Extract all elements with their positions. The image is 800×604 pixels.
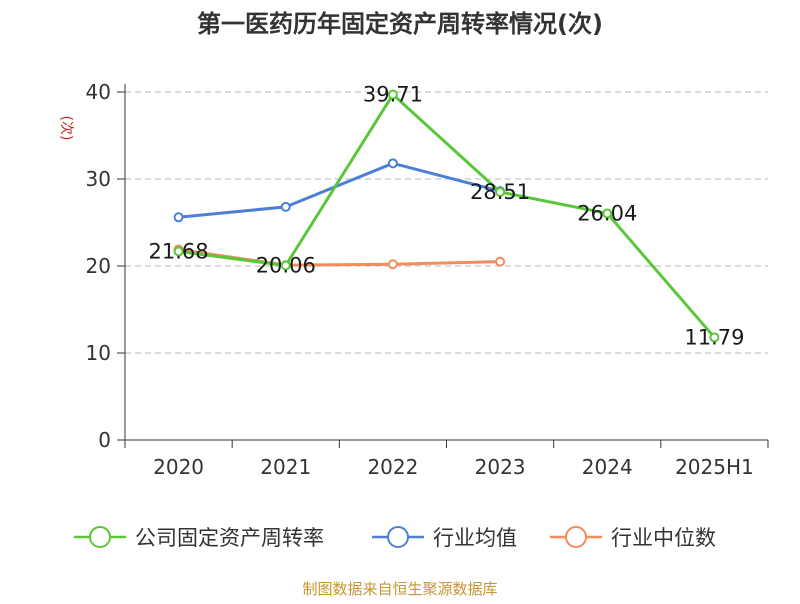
chart-title: 第一医药历年固定资产周转率情况(次) [197, 10, 603, 38]
data-point [280, 201, 291, 212]
y-tick-label: 0 [98, 428, 111, 452]
y-tick-label: 20 [86, 254, 111, 278]
series-layer [173, 89, 720, 343]
x-tick-label: 2023 [475, 455, 526, 479]
data-label-layer: 21.68 20.06 39.71 28.51 26.04 11.79 [149, 83, 745, 350]
legend-marker [565, 526, 587, 548]
data-point [602, 208, 613, 219]
data-label: 11.79 [684, 325, 744, 349]
data-label: 26.04 [577, 201, 637, 225]
data-label: 20.06 [256, 253, 316, 277]
data-label: 21.68 [149, 239, 209, 263]
legend: 公司固定资产周转率 行业均值 行业中位数 [74, 526, 716, 550]
grid-layer [125, 91, 768, 354]
legend-label: 行业中位数 [611, 526, 716, 550]
data-point [173, 212, 184, 223]
legend-marker [89, 526, 111, 548]
legend-marker [387, 526, 409, 548]
y-tick-label: 10 [86, 341, 111, 365]
data-label: 39.71 [363, 83, 423, 107]
x-tick-label: 2022 [367, 455, 418, 479]
data-point [387, 89, 398, 100]
data-point [387, 259, 398, 270]
data-label: 28.51 [470, 180, 530, 204]
x-tick-label: 2025H1 [675, 455, 754, 479]
series-line [178, 93, 716, 339]
x-tick-label: 2020 [153, 455, 204, 479]
y-tick-label: 40 [86, 80, 111, 104]
axis-layer: 0 10 20 30 40 2020 2021 2022 2023 2024 2025H1 [86, 80, 769, 479]
source-note: 制图数据来自恒生聚源数据库 [302, 580, 497, 598]
data-point [387, 158, 398, 169]
series-line [178, 161, 501, 219]
x-tick-label: 2024 [582, 455, 633, 479]
data-point [495, 256, 506, 267]
data-point [173, 246, 184, 257]
legend-label: 行业均值 [433, 526, 517, 550]
legend-label: 公司固定资产周转率 [135, 526, 324, 550]
y-tick-label: 30 [86, 167, 111, 191]
data-point [709, 332, 720, 343]
y-axis-label: (次) [58, 116, 74, 141]
data-point [495, 186, 506, 197]
x-tick-label: 2021 [260, 455, 311, 479]
data-point [280, 260, 291, 271]
